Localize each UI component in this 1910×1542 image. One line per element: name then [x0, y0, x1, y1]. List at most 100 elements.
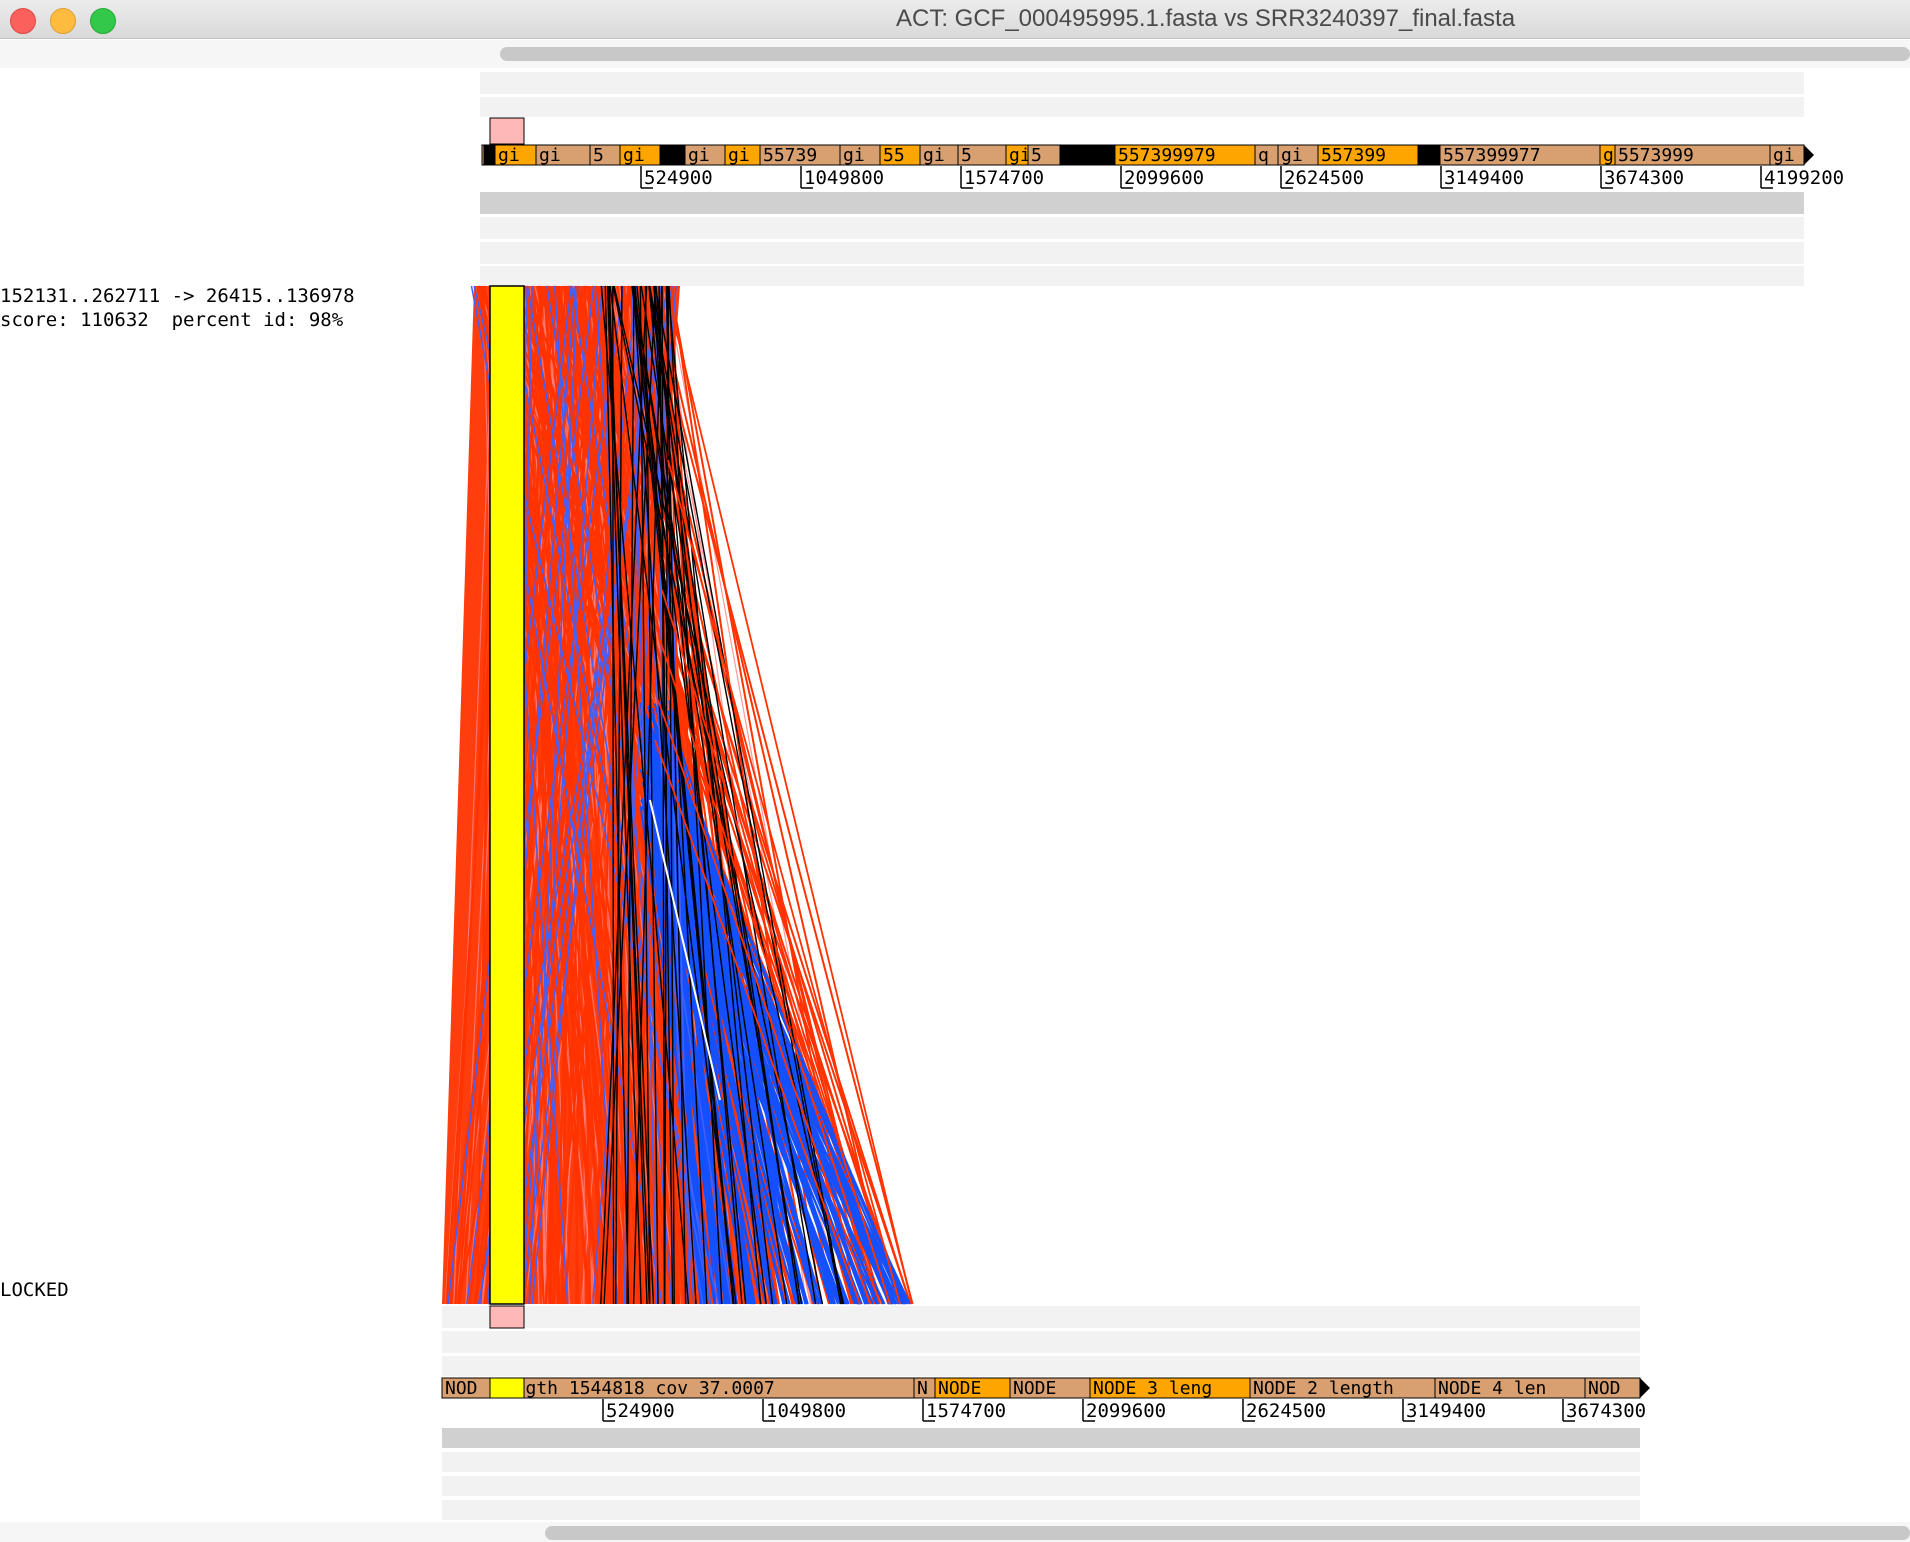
match-line[interactable]: [609, 285, 737, 1305]
top-feature-label: 557399979: [1118, 145, 1216, 166]
match-line[interactable]: [644, 800, 763, 1305]
match-line[interactable]: [532, 285, 612, 1305]
bottom-frame-line-3[interactable]: [442, 1356, 1640, 1376]
match-line[interactable]: [603, 285, 657, 1305]
match-line[interactable]: [661, 589, 891, 1305]
match-line[interactable]: [528, 285, 579, 1305]
match-line[interactable]: [632, 285, 788, 1305]
top-sequence-tick-label: 524900: [644, 167, 713, 189]
match-line[interactable]: [632, 285, 803, 1305]
match-line[interactable]: [564, 285, 636, 1305]
top-sequence-tick-label: 3674300: [1604, 167, 1685, 189]
match-line[interactable]: [511, 285, 599, 1305]
match-line[interactable]: [613, 285, 845, 1305]
match-line[interactable]: [608, 285, 648, 1305]
match-line[interactable]: [654, 285, 892, 1305]
top-sequence-tick-label: 1049800: [804, 167, 885, 189]
match-line[interactable]: [504, 285, 711, 1305]
top-frame-line-4[interactable]: [480, 242, 1804, 264]
match-line[interactable]: [640, 798, 753, 1305]
match-line[interactable]: [604, 285, 630, 1305]
match-line[interactable]: [654, 739, 861, 1305]
match-line[interactable]: [594, 285, 673, 1305]
top-frame-line-1[interactable]: [480, 72, 1804, 94]
top-feature-label: gi: [1063, 145, 1085, 166]
bottom-frame-line-2[interactable]: [442, 1331, 1640, 1353]
match-line[interactable]: [661, 285, 666, 1305]
match-line[interactable]: [653, 285, 774, 1305]
match-line[interactable]: [466, 285, 595, 1305]
bottom-frame-line-6[interactable]: [442, 1500, 1640, 1520]
match-line[interactable]: [665, 789, 756, 1305]
match-line[interactable]: [631, 285, 767, 1305]
top-frame-line-5[interactable]: [480, 266, 1804, 286]
top-feature-label: gi: [1281, 145, 1303, 166]
top-frame-line-3[interactable]: [480, 217, 1804, 239]
top-feature-label: gi: [688, 145, 710, 166]
top-feature-label: 5: [593, 145, 604, 166]
match-line[interactable]: [659, 639, 881, 1305]
match-line[interactable]: [634, 285, 735, 1305]
bottom-sequence-tick-label: 3674300: [1566, 1400, 1647, 1422]
match-line[interactable]: [666, 804, 874, 1305]
bottom-feature-label: length 1544818 cov 37.0007: [493, 1378, 775, 1399]
match-line[interactable]: [667, 459, 901, 1305]
match-line[interactable]: [657, 699, 871, 1305]
top-feature-label: q: [1258, 145, 1269, 166]
bottom-sequence-tick-label: 524900: [606, 1400, 675, 1422]
match-line[interactable]: [632, 285, 663, 1305]
bottom-forward-strand-band[interactable]: [442, 1428, 1640, 1448]
match-line[interactable]: [615, 285, 623, 1305]
top-selection-marker[interactable]: [489, 117, 525, 145]
top-scrollbar-thumb[interactable]: [500, 47, 1910, 61]
match-line[interactable]: [612, 285, 615, 1305]
match-line[interactable]: [649, 285, 842, 1305]
close-window-button[interactable]: [10, 8, 36, 34]
match-line[interactable]: [664, 285, 669, 1305]
bottom-frame-line-5[interactable]: [442, 1476, 1640, 1496]
match-line[interactable]: [668, 285, 723, 1305]
top-feature-label: 55739: [763, 145, 817, 166]
bottom-feature-label: NODE 3 leng: [1093, 1378, 1212, 1399]
match-line[interactable]: [665, 726, 775, 1305]
top-sequence-tick-label: 3149400: [1444, 167, 1525, 189]
match-line[interactable]: [632, 285, 697, 1305]
bottom-selected-feature[interactable]: [489, 1377, 525, 1399]
bottom-selection-marker[interactable]: [489, 1305, 525, 1329]
bottom-sequence-tick-label: 2624500: [1246, 1400, 1327, 1422]
top-frame-line-2[interactable]: [480, 97, 1804, 117]
match-line[interactable]: [667, 285, 762, 1305]
top-forward-strand-band[interactable]: [480, 192, 1804, 214]
top-feature-label: gi: [498, 145, 520, 166]
top-sequence-tick-label: 2624500: [1284, 167, 1365, 189]
match-line[interactable]: [560, 285, 604, 1305]
match-line[interactable]: [632, 285, 734, 1305]
top-feature-label: gi: [1421, 145, 1443, 166]
match-line[interactable]: [649, 799, 721, 1101]
minimize-window-button[interactable]: [50, 8, 76, 34]
match-line[interactable]: [520, 285, 659, 1305]
match-line[interactable]: [623, 285, 641, 1305]
maximize-window-button[interactable]: [90, 8, 116, 34]
top-feature-label: 557399: [1321, 145, 1386, 166]
match-line[interactable]: [665, 755, 778, 1305]
bottom-frame-line-4[interactable]: [442, 1452, 1640, 1472]
match-line[interactable]: [600, 285, 648, 1305]
match-line[interactable]: [497, 285, 660, 1305]
bottom-scrollbar-thumb[interactable]: [545, 1526, 1910, 1540]
lock-status-text[interactable]: LOCKED: [0, 1279, 69, 1301]
selected-match-block[interactable]: [489, 285, 525, 1305]
top-feature-label: 5: [1031, 145, 1042, 166]
bottom-frame-line-1[interactable]: [442, 1306, 1640, 1328]
match-line[interactable]: [648, 285, 747, 1305]
match-line[interactable]: [520, 285, 603, 1305]
match-line[interactable]: [554, 285, 618, 1305]
match-line[interactable]: [645, 285, 914, 1305]
match-line[interactable]: [639, 285, 651, 1305]
match-line[interactable]: [556, 285, 583, 1305]
match-line[interactable]: [675, 329, 913, 1305]
bottom-sequence-tick-label: 1574700: [926, 1400, 1007, 1422]
top-feature-label: 55: [883, 145, 905, 166]
top-feature-label: gi: [1773, 145, 1795, 166]
